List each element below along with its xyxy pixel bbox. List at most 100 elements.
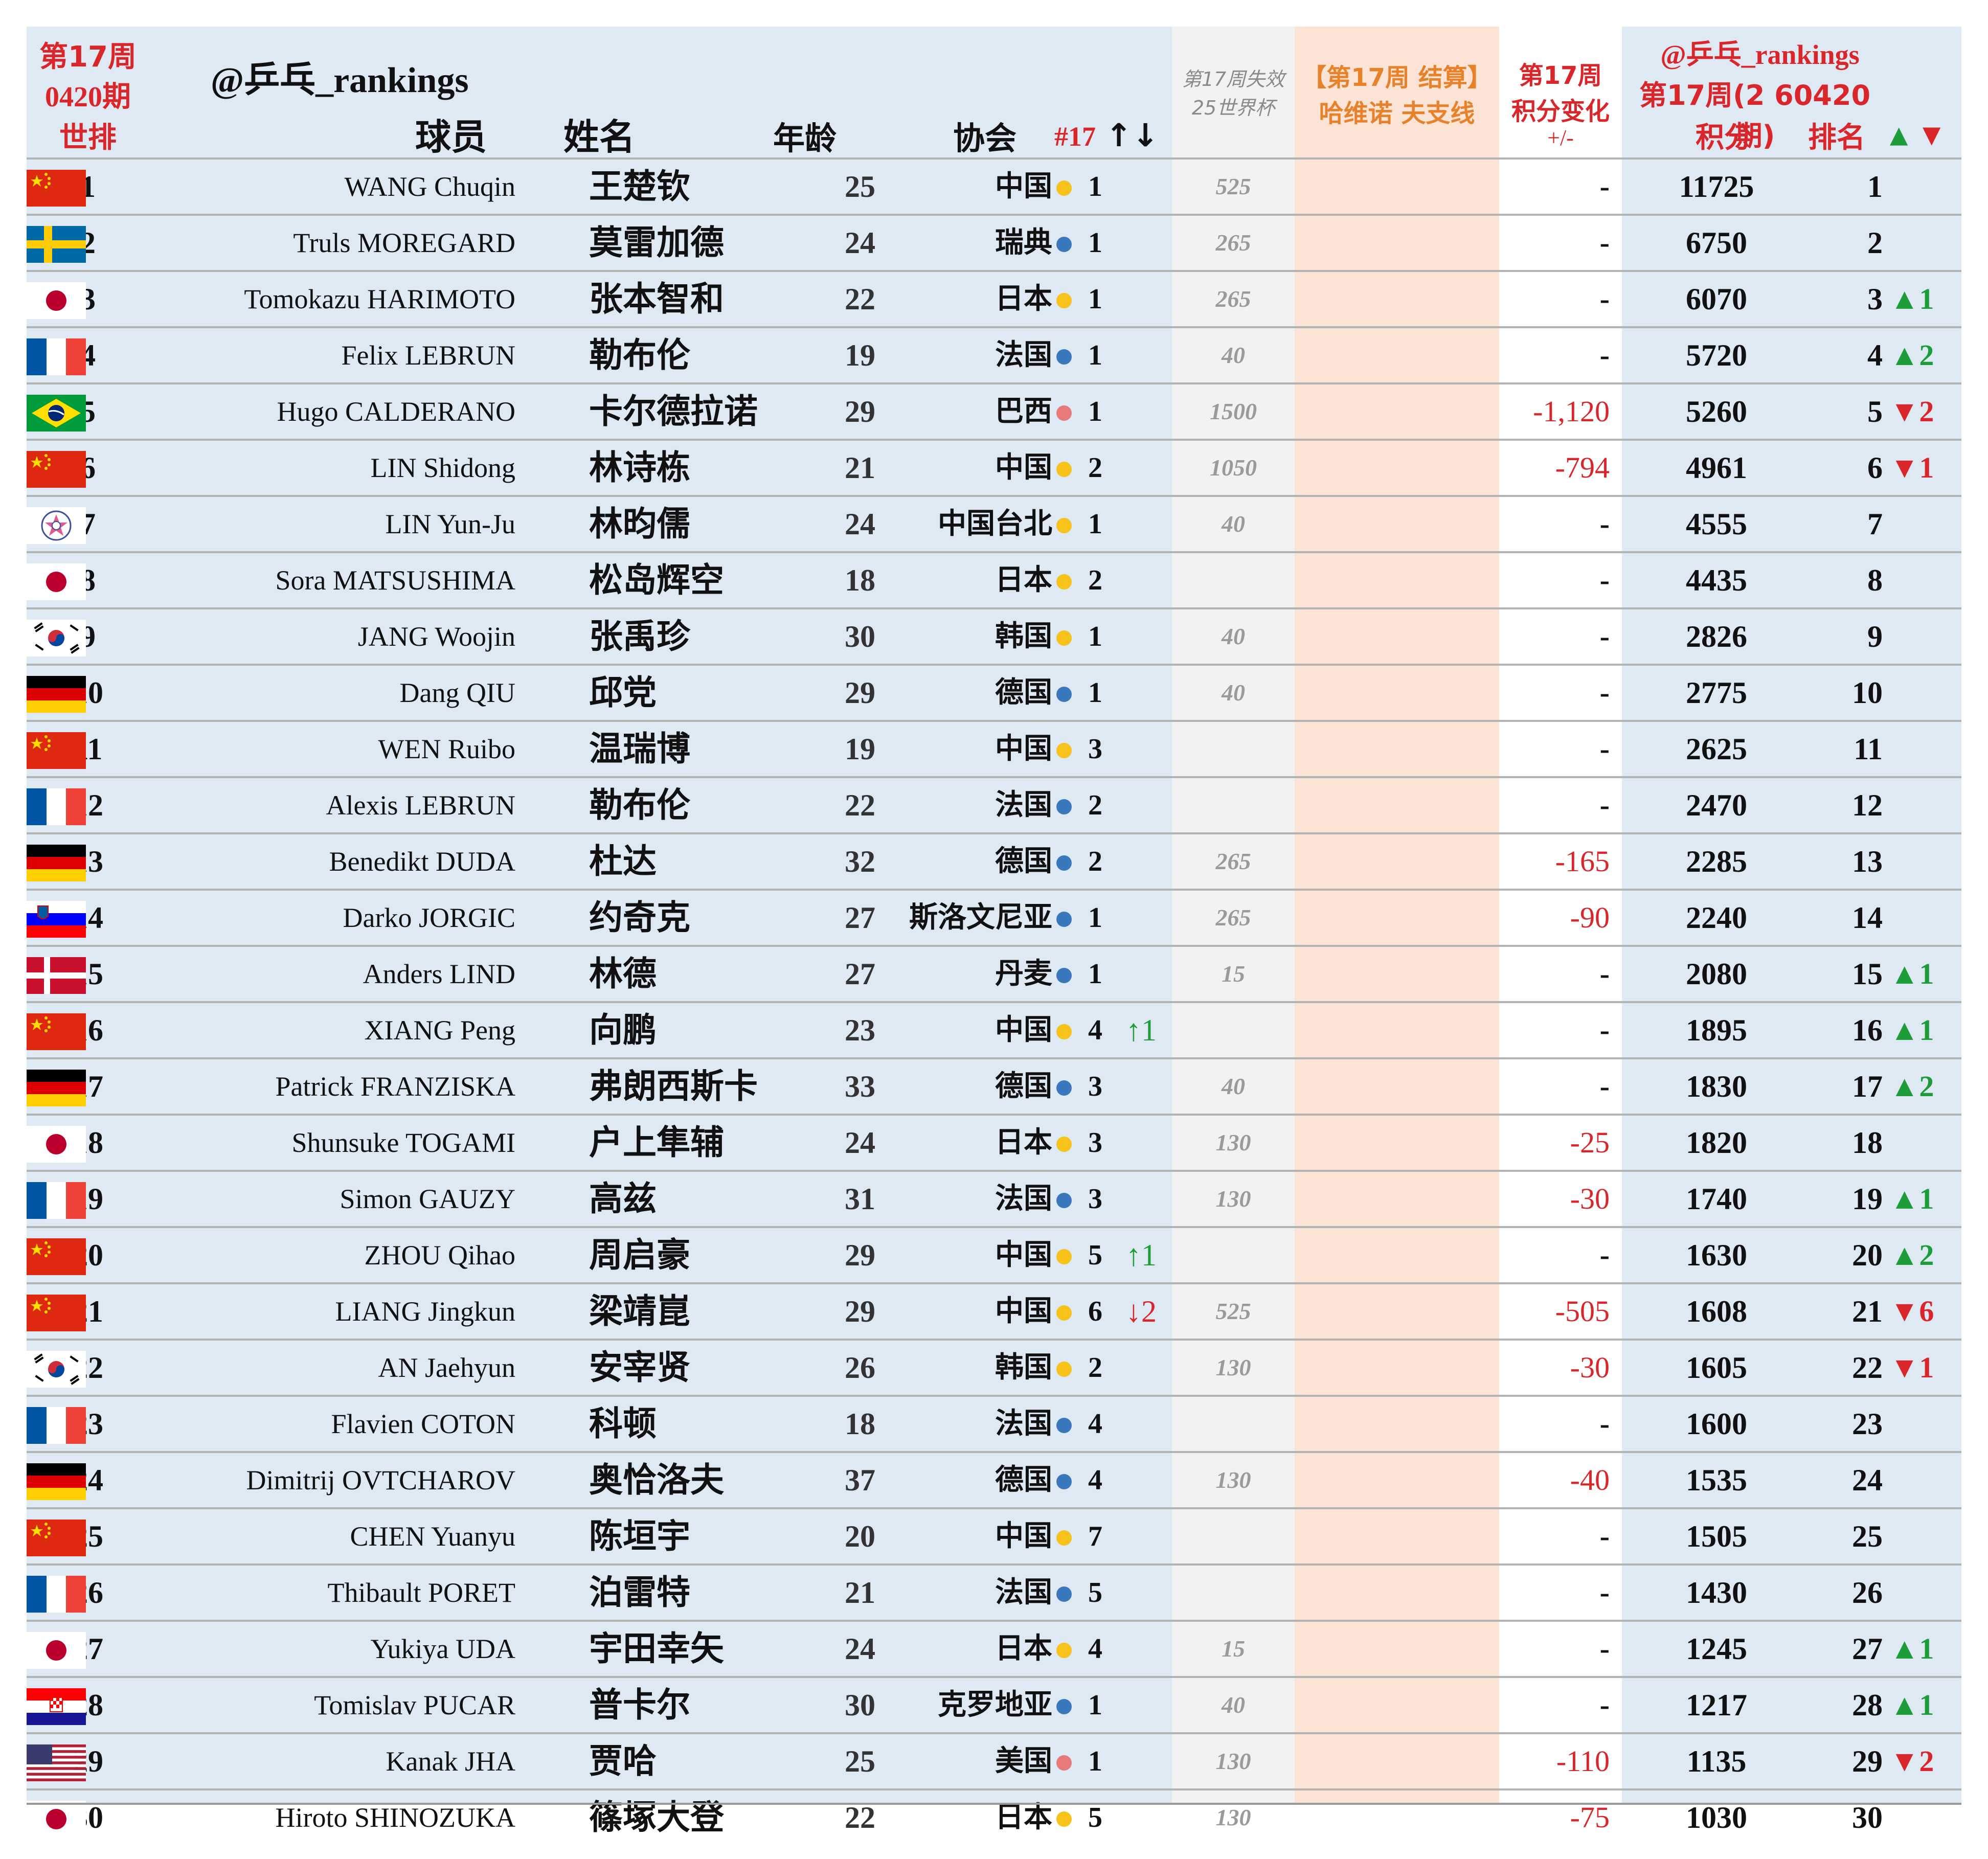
germany-flag-icon	[27, 845, 86, 881]
new-rank: 30	[1852, 1801, 1883, 1834]
settlement-cell	[1295, 441, 1499, 495]
rank-movement	[1883, 778, 1961, 832]
france-flag-icon	[27, 338, 86, 375]
expiring-points: 1500	[1210, 398, 1257, 424]
association: 中国台北	[855, 497, 1075, 551]
player-age: 24	[845, 1632, 875, 1666]
national-rank: 2	[1088, 789, 1102, 821]
continent-dot-icon	[1056, 1417, 1072, 1433]
points-change: -	[1599, 1013, 1610, 1047]
association-name: 德国	[995, 845, 1052, 878]
ranking-points: 5260	[1686, 395, 1747, 428]
association: 法国	[855, 1172, 1075, 1226]
settlement-cell	[1295, 1453, 1499, 1507]
association: 克罗地亚	[855, 1678, 1075, 1732]
player-name-cn: 普卡尔	[589, 1685, 690, 1725]
player-name-cn: 莫雷加德	[589, 223, 724, 262]
expiring-points: 130	[1215, 1804, 1251, 1830]
player-name-en: JANG Woojin	[357, 621, 515, 652]
new-rank: 24	[1852, 1463, 1883, 1497]
expiring-points: 40	[1222, 1692, 1245, 1718]
player-age: 29	[845, 1238, 875, 1272]
new-rank: 6	[1867, 451, 1883, 485]
ranking-points: 1135	[1686, 1744, 1747, 1778]
association: 美国	[855, 1734, 1075, 1788]
settlement-cell	[1295, 1116, 1499, 1170]
tpe-flag-icon	[27, 507, 86, 544]
national-rank-change	[1105, 1397, 1172, 1451]
association: 法国	[855, 1397, 1075, 1451]
ranking-points: 1245	[1686, 1632, 1747, 1666]
france-flag-icon	[27, 1576, 86, 1613]
national-rank: 1	[1088, 339, 1102, 371]
player-name-cn: 温瑞博	[589, 729, 690, 768]
association-name: 法国	[995, 338, 1052, 372]
new-rank: 17	[1852, 1070, 1883, 1103]
national-rank: 4	[1088, 1633, 1102, 1665]
national-rank: 6	[1088, 1296, 1102, 1327]
points-change: -	[1599, 282, 1610, 315]
player-name-cn: 户上隼辅	[589, 1123, 724, 1162]
player-age: 25	[845, 170, 875, 203]
expiring-points: 40	[1222, 623, 1245, 649]
association-name: 德国	[995, 1070, 1052, 1103]
rank-movement: ▲2	[1890, 1070, 1934, 1103]
japan-flag-icon	[27, 1632, 86, 1669]
expiring-points: 130	[1215, 1748, 1251, 1774]
rank-movement	[1883, 1453, 1961, 1507]
ranking-points: 4435	[1686, 563, 1747, 597]
association: 瑞典	[855, 216, 1075, 270]
player-age: 30	[845, 620, 875, 653]
table-bottom-border	[27, 1803, 1961, 1805]
points-change: -165	[1555, 845, 1610, 878]
player-name-cn: 林德	[589, 954, 657, 993]
table-row: 30 Hiroto SHINOZUKA 篠塚大登 22 日本 5 130 -75 1030 30	[27, 1788, 1961, 1845]
expiring-points	[1172, 1566, 1295, 1620]
usa-flag-icon	[27, 1744, 86, 1781]
new-rank: 19	[1852, 1182, 1883, 1216]
association: 日本	[855, 1790, 1075, 1845]
points-change: -40	[1570, 1463, 1610, 1497]
continent-dot-icon	[1056, 1642, 1072, 1658]
national-rank: 1	[1088, 1745, 1102, 1777]
player-age: 29	[845, 395, 875, 428]
association: 韩国	[855, 1341, 1075, 1395]
player-name-cn: 勒布伦	[589, 335, 690, 375]
continent-dot-icon	[1056, 1024, 1072, 1039]
table-row: 19 Simon GAUZY 高兹 31 法国 3 130 -30 1740 19 ▲1	[27, 1170, 1961, 1226]
player-age: 37	[845, 1463, 875, 1497]
player-name-en: AN Jaehyun	[378, 1352, 515, 1383]
settlement-cell	[1295, 216, 1499, 270]
ranking-points: 2625	[1686, 732, 1747, 766]
national-rank-change	[1105, 609, 1172, 664]
ranking-points: 1630	[1686, 1238, 1747, 1272]
ranking-points: 1740	[1686, 1182, 1747, 1216]
national-rank-change	[1105, 328, 1172, 382]
col-change-header-3: +/-	[1547, 125, 1574, 150]
national-rank-change	[1105, 272, 1172, 326]
settlement-cell	[1295, 384, 1499, 439]
association: 日本	[855, 272, 1075, 326]
player-name-cn: 宇田幸矢	[589, 1629, 724, 1668]
player-age: 18	[845, 563, 875, 597]
rank-movement	[1883, 1397, 1961, 1451]
points-change: -	[1599, 507, 1610, 540]
ranking-points: 11725	[1679, 170, 1754, 203]
points-change: -30	[1570, 1351, 1610, 1384]
ranking-points: 6070	[1686, 282, 1747, 316]
continent-dot-icon	[1056, 292, 1072, 308]
national-rank-change	[1105, 1453, 1172, 1507]
player-name-cn: 松岛辉空	[589, 560, 724, 600]
points-change: -	[1599, 1632, 1610, 1665]
settlement-cell	[1295, 891, 1499, 945]
points-change: -	[1599, 1688, 1610, 1721]
association: 德国	[855, 666, 1075, 720]
association: 中国	[855, 1228, 1075, 1282]
continent-dot-icon	[1056, 180, 1072, 196]
player-age: 21	[845, 451, 875, 485]
continent-dot-icon	[1056, 517, 1072, 533]
association: 中国	[855, 1003, 1075, 1057]
association-name: 斯洛文尼亚	[909, 901, 1052, 934]
table-row: 8 Sora MATSUSHIMA 松岛辉空 18 日本 2-4435 8	[27, 551, 1961, 607]
association: 斯洛文尼亚	[855, 891, 1075, 945]
